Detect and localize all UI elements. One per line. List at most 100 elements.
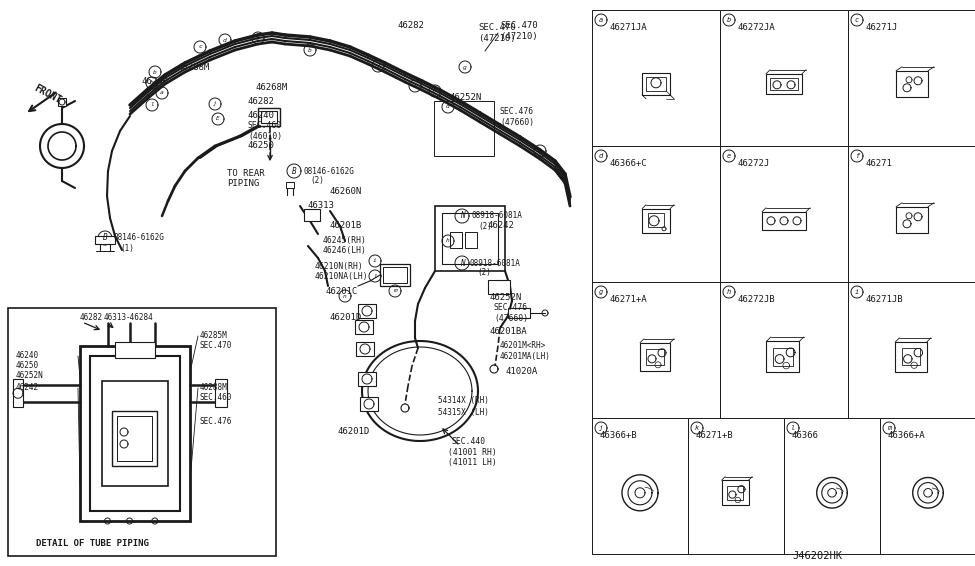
Text: 46210N(RH): 46210N(RH) [315,261,364,271]
Text: (47210): (47210) [478,35,516,44]
Bar [8,308,276,556]
Bar [442,213,498,264]
Text: 46272JA: 46272JA [738,24,776,32]
Bar [112,411,157,466]
Text: l: l [373,273,377,278]
Text: 46260N: 46260N [330,187,363,195]
Text: e: e [538,148,542,153]
Text: 46252N: 46252N [490,294,523,302]
Bar [648,213,664,227]
Bar [383,267,407,283]
Bar [13,379,23,408]
Text: 46268M: 46268M [255,84,288,92]
Text: b: b [727,17,731,23]
Bar [784,418,880,554]
Text: FRONT: FRONT [32,83,62,106]
Text: 46313: 46313 [104,314,127,323]
Text: 46242: 46242 [488,221,515,230]
Text: c: c [855,17,859,23]
Text: k: k [695,425,699,431]
Text: SEC.476: SEC.476 [200,417,232,426]
Bar [80,346,190,521]
Text: PIPING: PIPING [227,178,259,187]
Text: b: b [153,70,157,75]
Bar [592,418,688,554]
Text: N: N [459,212,464,221]
Text: 46271JB: 46271JB [866,295,904,305]
Bar [358,372,376,386]
Bar [773,348,793,366]
Text: 46201BA: 46201BA [490,327,527,336]
Bar [258,108,280,126]
Bar [688,418,784,554]
Text: m: m [887,425,891,431]
Bar [508,308,530,318]
Bar [762,212,806,230]
Text: j: j [599,425,604,431]
Bar [90,356,180,511]
Text: 41020A: 41020A [505,367,537,375]
Text: h: h [150,80,154,85]
Text: (2): (2) [310,177,324,186]
Text: 46313: 46313 [308,201,334,211]
Text: 46366+B: 46366+B [600,431,638,440]
Bar [646,77,666,91]
Bar [58,98,66,106]
Text: 46271+A: 46271+A [610,295,647,305]
Text: SEC.440: SEC.440 [452,436,487,445]
Bar [642,209,670,233]
Text: e: e [727,153,731,159]
Text: SEC.470: SEC.470 [200,341,232,350]
Bar [434,101,494,156]
Text: (41011 LH): (41011 LH) [448,458,496,468]
Text: 46272JB: 46272JB [738,295,776,305]
Text: 46366+A: 46366+A [888,431,925,440]
Bar [592,282,720,418]
Bar [770,78,798,90]
Bar [286,182,294,188]
Text: B: B [292,166,296,175]
Text: a: a [160,91,164,96]
Text: (41001 RH): (41001 RH) [448,448,496,457]
Text: 46240: 46240 [16,351,39,361]
Text: d: d [223,37,227,42]
Text: 46201C: 46201C [325,286,357,295]
Bar [215,379,227,408]
Bar [465,232,477,248]
Text: 46285M: 46285M [200,332,228,341]
Text: J46202HK: J46202HK [792,551,842,561]
Text: 46271: 46271 [866,160,893,169]
Text: k: k [433,88,437,93]
Bar [720,10,848,146]
Text: f: f [376,63,380,68]
Text: e: e [256,36,260,41]
Text: i: i [855,289,859,295]
Text: c: c [198,45,202,49]
Text: l: l [150,102,154,108]
Bar [720,282,848,418]
Bar [848,10,975,146]
Text: (2): (2) [477,268,490,277]
Bar [848,146,975,282]
Text: -46284: -46284 [126,314,154,323]
Text: d: d [599,153,604,159]
Bar [848,282,975,418]
Bar [766,341,800,372]
Bar [642,73,670,95]
Bar [102,381,168,486]
Text: 46250: 46250 [248,142,275,151]
Text: 46201B: 46201B [330,221,363,230]
Text: 46366+C: 46366+C [610,160,647,169]
Text: 46271J: 46271J [866,24,898,32]
Bar [880,418,975,554]
Text: 46271+B: 46271+B [696,431,733,440]
Text: SEC.470: SEC.470 [478,24,516,32]
Text: (47660): (47660) [500,118,534,126]
Text: a: a [599,17,604,23]
Text: 46201M<RH>: 46201M<RH> [500,341,546,350]
Bar [902,349,920,365]
Bar [115,342,155,358]
Bar [95,236,115,244]
Bar [304,209,320,221]
Text: (46010): (46010) [248,131,282,140]
